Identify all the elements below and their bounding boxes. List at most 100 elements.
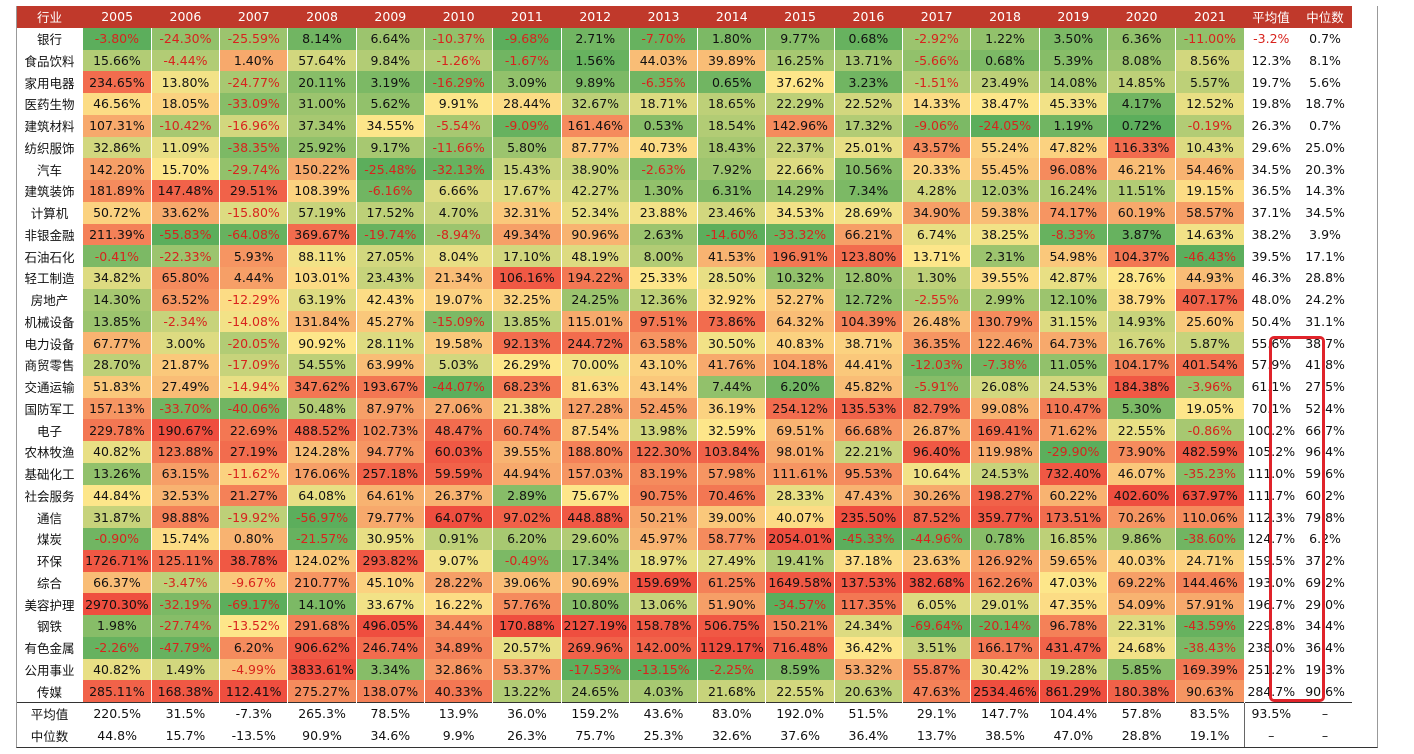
heatmap-table: 行业 2005 2006 2007 2008 2009 2010 2011 2012 2013 20… xyxy=(16,6,1353,747)
value-cell: 20.33% xyxy=(902,158,972,180)
value-cell: 5.30% xyxy=(1107,397,1177,420)
header-year-2007: 2007 xyxy=(219,6,288,28)
value-cell: 38.79% xyxy=(1107,288,1177,311)
value-cell: 32.31% xyxy=(492,201,562,224)
value-cell: 30.95% xyxy=(356,528,425,550)
summary-median-cell: – xyxy=(1298,724,1353,747)
summary-value-cell: 57.8% xyxy=(1107,701,1176,725)
row-median-cell: 27.5% xyxy=(1298,375,1353,398)
table-header-row: 行业 2005 2006 2007 2008 2009 2010 2011 2012 2013 20… xyxy=(16,6,1353,28)
value-cell: 23.49% xyxy=(970,71,1040,93)
summary-row: 平均值 220.5% 31.5% -7.3% 265.3% 78.5% 13.9% 36.0%… xyxy=(16,701,1353,725)
value-cell: 42.87% xyxy=(1039,267,1108,289)
value-cell: 19.58% xyxy=(424,332,494,354)
value-cell: 38.25% xyxy=(970,223,1040,246)
row-median-cell: 69.2% xyxy=(1298,571,1353,594)
value-cell: 3.23% xyxy=(834,71,904,93)
value-cell: 184.38% xyxy=(1107,375,1177,398)
value-cell: 16.25% xyxy=(765,49,835,72)
value-cell: 0.80% xyxy=(219,528,289,550)
table-row: 建筑装饰 181.89% 147.48% 29.51% 108.39% -6.16% 6.6… xyxy=(16,180,1353,202)
value-cell: -1.26% xyxy=(424,49,494,72)
table-row: 家用电器 234.65% 13.80% -24.77% 20.11% 3.19% -16.2… xyxy=(16,71,1353,93)
value-cell: 4.17% xyxy=(1107,93,1177,115)
summary-value-cell: 25.3% xyxy=(629,724,698,747)
value-cell: 18.54% xyxy=(697,114,767,137)
value-cell: 41.53% xyxy=(697,245,767,267)
value-cell: 181.89% xyxy=(83,180,152,202)
value-cell: -2.55% xyxy=(902,288,972,311)
value-cell: 28.69% xyxy=(834,201,904,224)
summary-value-cell: 28.8% xyxy=(1107,724,1176,747)
value-cell: 54.46% xyxy=(1175,158,1245,180)
value-cell: 448.88% xyxy=(561,506,630,528)
value-cell: 115.01% xyxy=(561,310,630,333)
value-cell: 732.40% xyxy=(1039,462,1108,485)
value-cell: -6.16% xyxy=(356,180,425,202)
value-cell: 81.63% xyxy=(561,375,630,398)
value-cell: 25.33% xyxy=(629,267,699,289)
value-cell: 142.00% xyxy=(629,636,699,659)
value-cell: 98.88% xyxy=(151,506,221,528)
value-cell: 3.19% xyxy=(356,71,425,93)
value-cell: 7.92% xyxy=(697,158,767,180)
value-cell: 157.13% xyxy=(83,397,152,420)
value-cell: 21.68% xyxy=(697,680,767,703)
value-cell: 39.00% xyxy=(697,506,767,528)
value-cell: -9.67% xyxy=(219,571,289,594)
summary-value-cell: 32.6% xyxy=(697,724,766,747)
value-cell: 97.51% xyxy=(629,310,699,333)
value-cell: 11.51% xyxy=(1107,180,1177,202)
table-row: 公用事业 40.82% 1.49% -4.99% 3833.61% 3.34% 32.86%… xyxy=(16,658,1353,681)
value-cell: -19.92% xyxy=(219,506,289,528)
value-cell: 142.20% xyxy=(83,158,152,180)
value-cell: 24.65% xyxy=(561,680,630,703)
value-cell: 39.55% xyxy=(970,267,1040,289)
header-year-2010: 2010 xyxy=(424,6,493,28)
value-cell: -11.66% xyxy=(424,136,494,159)
value-cell: 198.27% xyxy=(970,484,1040,507)
row-industry-label: 非银金融 xyxy=(16,223,83,246)
value-cell: 33.62% xyxy=(151,201,221,224)
value-cell: 29.51% xyxy=(219,180,289,202)
value-cell: 2970.30% xyxy=(83,593,152,615)
value-cell: 50.72% xyxy=(83,201,152,224)
value-cell: 33.67% xyxy=(356,593,425,615)
row-median-cell: 31.1% xyxy=(1298,310,1353,333)
value-cell: 138.07% xyxy=(356,680,425,703)
table-row: 银行 -3.80% -24.30% -25.59% 8.14% 6.64% -10.37% -… xyxy=(16,27,1353,50)
value-cell: 63.99% xyxy=(356,354,425,376)
value-cell: 2.31% xyxy=(970,245,1040,267)
row-industry-label: 公用事业 xyxy=(16,658,83,681)
value-cell: 47.03% xyxy=(1039,571,1108,594)
value-cell: 54.55% xyxy=(287,354,357,376)
row-median-cell: 34.4% xyxy=(1298,615,1353,637)
value-cell: 170.88% xyxy=(492,615,562,637)
row-median-cell: 60.2% xyxy=(1298,484,1353,507)
value-cell: 13.85% xyxy=(492,310,562,333)
value-cell: 1129.17% xyxy=(697,636,767,659)
value-cell: -13.15% xyxy=(629,658,699,681)
value-cell: 46.21% xyxy=(1107,158,1177,180)
row-mean-cell: 193.0% xyxy=(1243,571,1299,594)
value-cell: -17.53% xyxy=(561,658,630,681)
value-cell: 23.63% xyxy=(902,549,972,572)
row-median-cell: 29.0% xyxy=(1298,593,1353,615)
row-industry-label: 交通运输 xyxy=(16,375,83,398)
table-row: 电子 229.78% 190.67% 22.69% 488.52% 102.73% 48.4… xyxy=(16,419,1353,441)
summary-value-cell: 26.3% xyxy=(492,724,562,747)
table-row: 农林牧渔 40.82% 123.88% 27.19% 124.28% 94.77% 60.0… xyxy=(16,441,1353,463)
value-cell: -25.59% xyxy=(219,27,289,50)
table-row: 交通运输 51.83% 27.49% -14.94% 347.62% 193.67% -44… xyxy=(16,375,1353,398)
value-cell: 96.08% xyxy=(1039,158,1108,180)
value-cell: 6.36% xyxy=(1107,27,1177,50)
value-cell: 188.80% xyxy=(561,441,630,463)
summary-value-cell: 36.4% xyxy=(834,724,903,747)
value-cell: 28.33% xyxy=(765,484,835,507)
value-cell: 30.26% xyxy=(902,484,972,507)
value-cell: -5.91% xyxy=(902,375,972,398)
value-cell: 10.56% xyxy=(834,158,904,180)
header-year-2008: 2008 xyxy=(287,6,357,28)
value-cell: 31.00% xyxy=(287,93,357,115)
value-cell: 47.43% xyxy=(834,484,904,507)
